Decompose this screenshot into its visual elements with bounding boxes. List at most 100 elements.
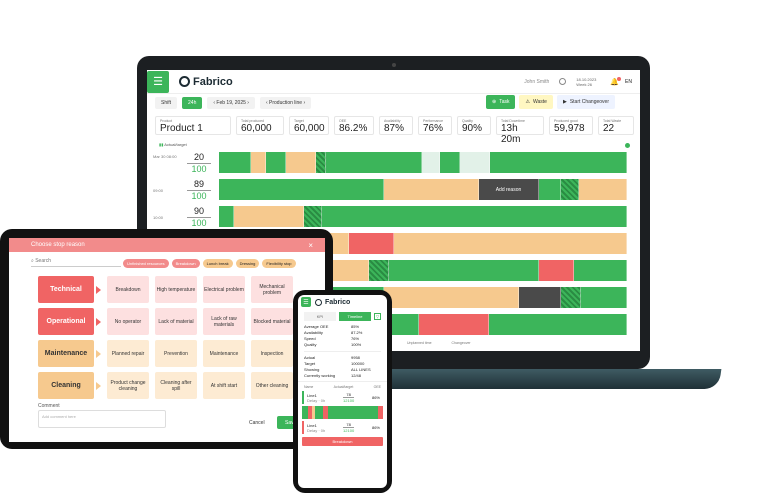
reason-button[interactable]: Prevention	[155, 340, 197, 367]
bell-icon[interactable]: 🔔	[610, 76, 622, 86]
tab-timeline[interactable]: Timeline	[339, 312, 371, 321]
timeline-segment[interactable]	[581, 287, 627, 308]
close-icon[interactable]: ×	[308, 240, 313, 250]
reason-button[interactable]: Electrical problem	[203, 276, 245, 303]
timeline-segment[interactable]	[419, 314, 489, 335]
timeline-segment[interactable]	[579, 179, 627, 200]
timeline-segment[interactable]	[369, 260, 389, 281]
kpi-card: Total Waste 22	[598, 116, 634, 135]
reason-row-operational: Operational No operator Lack of material…	[38, 308, 293, 335]
timeline-segment[interactable]	[316, 152, 326, 173]
chevron-right-icon[interactable]: ›	[245, 100, 249, 106]
timeline-segment[interactable]	[384, 179, 479, 200]
line-picker[interactable]: ‹ Production line ›	[259, 97, 312, 109]
chevron-left-icon[interactable]: ‹	[213, 100, 217, 106]
arrow-right-icon	[96, 317, 101, 326]
reason-button[interactable]: At shift start	[203, 372, 245, 399]
date-text: 18.10.2023	[576, 76, 597, 82]
timeline-segment[interactable]	[574, 260, 627, 281]
search-icon: ⌕	[31, 258, 36, 264]
timeline-segment	[323, 406, 328, 419]
timeline-segment[interactable]	[539, 179, 561, 200]
quick-reason-chip[interactable]: Breakdown	[171, 259, 200, 268]
timeline-row[interactable]: Add reason	[219, 179, 627, 200]
kpi-card: Availability 87%	[379, 116, 413, 135]
timeline-segment[interactable]	[460, 152, 490, 173]
timeline-segment[interactable]	[251, 152, 266, 173]
reason-button[interactable]: Planned repair	[107, 340, 149, 367]
line-row[interactable]: Line1 Delay · 0h 78 12100 86%	[302, 421, 383, 434]
user-avatar-icon[interactable]	[559, 78, 567, 85]
timeline-segment[interactable]	[561, 287, 581, 308]
timeline-segment[interactable]	[322, 206, 627, 227]
kpi-value: 86.2%	[339, 123, 368, 134]
timeline-segment[interactable]	[219, 206, 234, 227]
filter-icon[interactable]: ▽	[374, 313, 381, 320]
line-row[interactable]: Line1 Delay · 0h 78 12100 86%	[302, 391, 383, 404]
phone-tabs: KPI Timeline ▽	[304, 312, 381, 321]
menu-icon[interactable]: ☰	[301, 297, 311, 307]
comment-field[interactable]: Add comment here	[38, 410, 166, 428]
timeline-segment[interactable]	[326, 152, 422, 173]
category-maintenance[interactable]: Maintenance	[38, 340, 94, 367]
timeline-segment[interactable]	[384, 287, 519, 308]
stat-label: Target	[304, 361, 316, 366]
timeline-segment[interactable]	[234, 206, 304, 227]
tab-kpi[interactable]: KPI	[304, 312, 336, 321]
modal-title: Choose stop reason	[31, 242, 85, 248]
search-input[interactable]: ⌕ Search	[31, 258, 121, 267]
reason-button[interactable]: Mechanical problem	[251, 276, 293, 303]
stat-row: Showing ALL LINES	[298, 367, 387, 373]
stat-value: 87.2%	[351, 330, 363, 335]
timeline-segment[interactable]	[349, 233, 394, 254]
shift-button[interactable]: 24h	[182, 97, 203, 109]
language-select[interactable]: EN	[625, 78, 632, 85]
reason-button[interactable]: Cleaning after spill	[155, 372, 197, 399]
category-technical[interactable]: Technical	[38, 276, 94, 303]
cancel-button[interactable]: Cancel	[249, 420, 265, 426]
kpi-label: Total Downtime	[501, 119, 525, 123]
timeline-segment[interactable]	[286, 152, 316, 173]
reason-button[interactable]: High temperature	[155, 276, 197, 303]
reason-button[interactable]: Other cleaning	[251, 372, 293, 399]
timeline-segment[interactable]	[519, 287, 561, 308]
timeline-row[interactable]	[219, 152, 627, 173]
timeline-segment[interactable]	[489, 314, 627, 335]
timeline-segment[interactable]	[561, 179, 579, 200]
reason-button[interactable]: Lack of raw materials	[203, 308, 245, 335]
timeline-segment[interactable]	[389, 260, 539, 281]
quick-reason-chip[interactable]: Dressing	[235, 259, 260, 268]
date-picker[interactable]: ‹ Feb 19, 2025 ›	[207, 97, 255, 109]
quick-reason-chip[interactable]: Flexibility stop	[262, 259, 296, 268]
timeline-segment[interactable]	[539, 260, 574, 281]
menu-icon[interactable]: ☰	[147, 70, 169, 93]
reason-button[interactable]: Product change cleaning	[107, 372, 149, 399]
task-button[interactable]: ⊕ Task	[486, 95, 516, 109]
reason-button[interactable]: Lack of material	[155, 308, 197, 335]
arrow-right-icon	[96, 285, 101, 294]
reason-button[interactable]: Blocked material	[251, 308, 293, 335]
timeline-segment[interactable]	[490, 152, 627, 173]
timeline-segment[interactable]	[440, 152, 460, 173]
timeline-row[interactable]	[219, 206, 627, 227]
breakdown-button[interactable]: Breakdown	[302, 437, 383, 446]
reason-button[interactable]: Maintenance	[203, 340, 245, 367]
timeline-segment[interactable]	[219, 179, 384, 200]
quick-reason-chip[interactable]: Lunch break	[202, 259, 233, 268]
timeline-segment[interactable]	[304, 206, 322, 227]
add-reason-button[interactable]: Add reason	[479, 179, 539, 200]
chevron-right-icon[interactable]: ›	[302, 100, 306, 106]
chevron-left-icon[interactable]: ‹	[265, 100, 270, 106]
timeline-segment[interactable]	[219, 152, 251, 173]
reason-button[interactable]: Breakdown	[107, 276, 149, 303]
waste-button[interactable]: ⚠ Waste	[519, 95, 553, 109]
category-operational[interactable]: Operational	[38, 308, 94, 335]
changeover-button[interactable]: ▶ Start Changeover	[556, 95, 616, 109]
quick-reason-chip[interactable]: Unfinished resources	[123, 259, 169, 268]
timeline-segment[interactable]	[266, 152, 286, 173]
timeline-segment[interactable]	[394, 233, 627, 254]
reason-button[interactable]: Inspection	[251, 340, 293, 367]
timeline-segment[interactable]	[422, 152, 440, 173]
reason-button[interactable]: No operator	[107, 308, 149, 335]
category-cleaning[interactable]: Cleaning	[38, 372, 94, 399]
